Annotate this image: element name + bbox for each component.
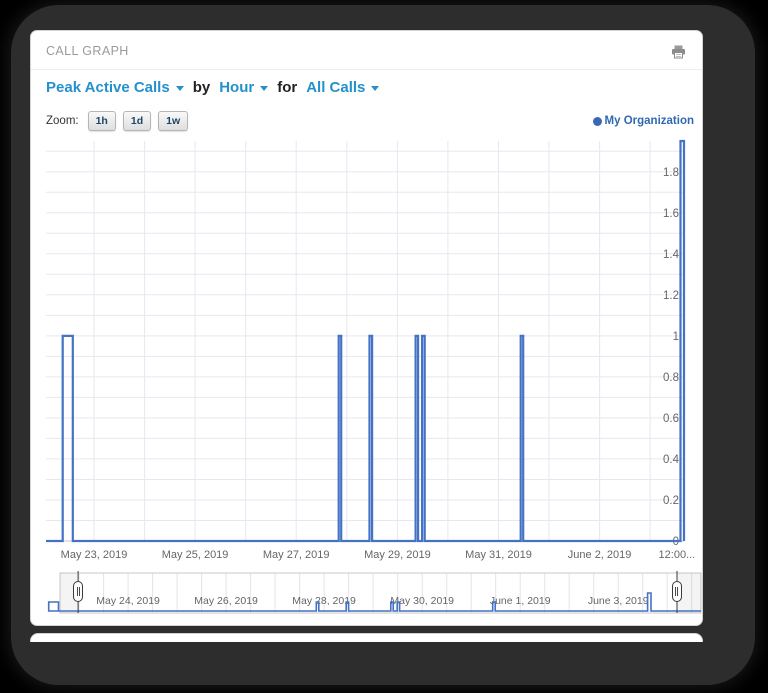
chart-controls: Peak Active Calls by Hour for All Calls [46,79,380,96]
legend-marker-icon [592,116,602,126]
svg-text:May 31, 2019: May 31, 2019 [465,549,532,561]
chevron-down-icon [371,86,380,91]
svg-text:May 29, 2019: May 29, 2019 [364,549,431,561]
series-line-my-organization [46,139,686,543]
svg-text:0.6: 0.6 [663,413,679,425]
chevron-down-icon [260,86,269,91]
zoom-button-1h[interactable]: 1h [87,111,116,131]
zoom-controls: Zoom: 1h 1d 1w [46,111,189,131]
svg-text:June 2, 2019: June 2, 2019 [568,549,632,561]
interval-dropdown-label: Hour [219,79,255,96]
svg-text:June 1, 2019: June 1, 2019 [490,595,551,607]
navigator-gridlines [78,573,693,613]
printer-icon [672,45,685,59]
by-label: by [192,79,211,96]
zoom-button-1w[interactable]: 1w [158,111,189,131]
legend-label: My Organization [604,115,694,127]
legend-item-my-organization[interactable]: My Organization [592,115,694,127]
svg-text:0.2: 0.2 [663,495,679,507]
svg-text:May 25, 2019: May 25, 2019 [162,549,229,561]
svg-text:0.4: 0.4 [663,454,680,466]
svg-text:1: 1 [673,331,679,343]
svg-text:May 26, 2019: May 26, 2019 [194,595,258,607]
zoom-button-1d[interactable]: 1d [122,111,152,131]
svg-text:1.4: 1.4 [663,249,680,261]
navigator-labels: May 24, 2019 May 26, 2019 May 28, 2019 May … [96,595,648,607]
chevron-down-icon [175,86,184,91]
svg-text:May 23, 2019: May 23, 2019 [61,549,128,561]
svg-text:12:00...: 12:00... [659,549,696,561]
for-label: for [277,79,298,96]
navigator-right-handle[interactable] [671,580,682,602]
filter-dropdown[interactable]: All Calls [306,79,380,96]
svg-text:1.2: 1.2 [663,290,679,302]
svg-text:1.8: 1.8 [663,167,679,179]
next-panel-edge [30,633,703,642]
navigator[interactable]: May 24, 2019 May 26, 2019 May 28, 2019 May … [31,571,704,621]
svg-text:0.8: 0.8 [663,372,679,384]
call-graph-panel: CALL GRAPH Peak Active Calls by Hour for… [30,30,703,626]
svg-text:June 3, 2019: June 3, 2019 [588,595,649,607]
print-button[interactable] [670,44,690,62]
interval-dropdown[interactable]: Hour [219,79,269,96]
x-axis-labels: May 23, 2019 May 25, 2019 May 27, 2019 May … [61,549,696,561]
svg-text:May 30, 2019: May 30, 2019 [390,595,454,607]
metric-dropdown-label: Peak Active Calls [46,79,170,96]
svg-text:May 27, 2019: May 27, 2019 [263,549,330,561]
navigator-left-handle[interactable] [73,580,84,602]
header-divider [31,69,702,70]
navigator-outline [59,572,702,614]
svg-text:May 24, 2019: May 24, 2019 [96,595,160,607]
navigator-series-line [47,592,701,612]
svg-text:May 28, 2019: May 28, 2019 [292,595,356,607]
zoom-label: Zoom: [46,115,79,127]
filter-dropdown-label: All Calls [306,79,366,96]
gridlines [46,141,684,541]
svg-text:1.6: 1.6 [663,208,679,220]
panel-title: CALL GRAPH [46,44,129,58]
metric-dropdown[interactable]: Peak Active Calls [46,79,184,96]
y-axis-labels: 00.20.40.60.811.21.41.61.8 [663,167,680,548]
